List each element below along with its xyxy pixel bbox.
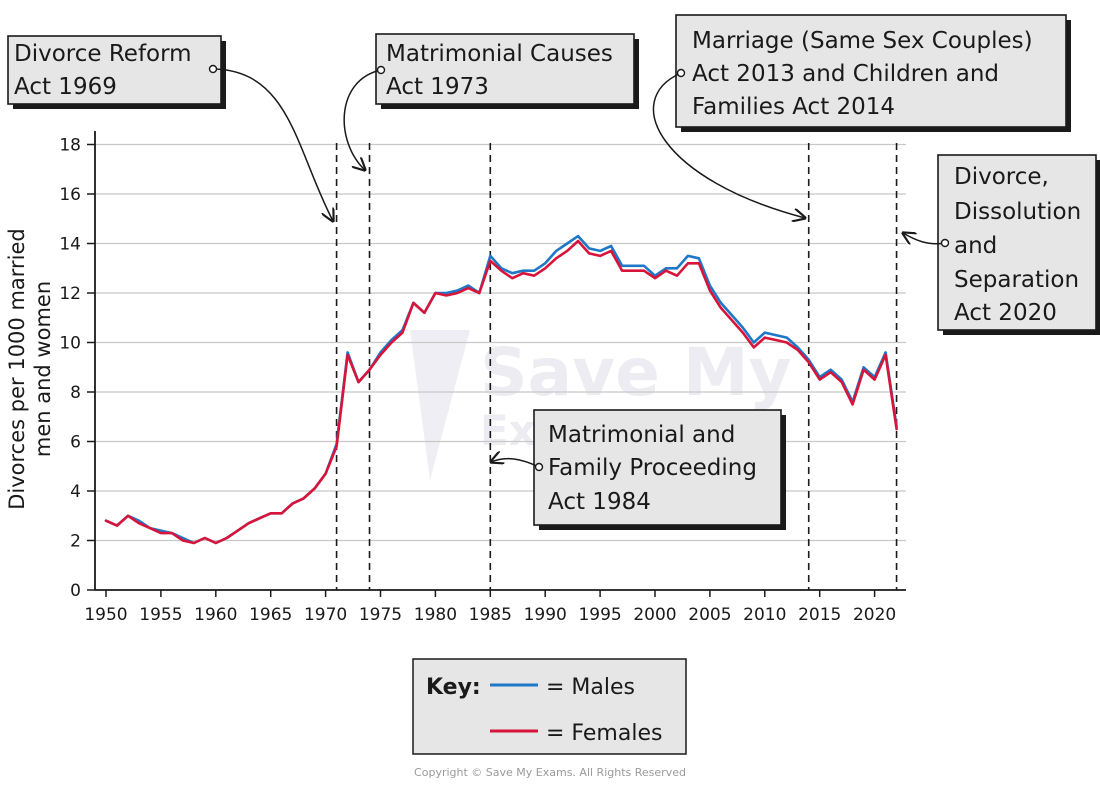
annotation-anchor-dot	[940, 238, 950, 248]
annotation-box	[7, 35, 222, 105]
annotation-text-line: Act 1984	[548, 489, 651, 515]
annotation-text-line: Families Act 2014	[692, 94, 895, 120]
event-markers	[335, 143, 898, 590]
axes	[94, 131, 906, 591]
data-series	[104, 234, 898, 545]
annotation-arrow	[491, 459, 540, 468]
annotation-text-line: Matrimonial Causes	[386, 41, 613, 67]
y-tick-label-2: 2	[70, 532, 81, 552]
copyright-notice: Copyright © Save My Exams. All Rights Re…	[414, 766, 686, 779]
x-tick-label-1975: 1975	[359, 605, 402, 625]
annotation-2014: Marriage (Same Sex Couples) Act 2013 and …	[652, 14, 1071, 218]
x-tick-labels: 1950 1955 1960 1965 1970 1975 1980 1985 1990 1995…	[84, 590, 896, 625]
annotation-box	[937, 154, 1097, 331]
annotation-text-line: Dissolution	[954, 199, 1081, 225]
x-tick-label-1985: 1985	[469, 605, 512, 625]
annotation-text-line: Act 2020	[954, 300, 1057, 326]
y-tick-label-10: 10	[59, 334, 81, 354]
x-tick-label-1950: 1950	[84, 605, 127, 625]
x-tick-label-2000: 2000	[633, 605, 676, 625]
y-tick-label-6: 6	[70, 433, 81, 453]
annotation-text-line: Act 2013 and Children and	[692, 61, 999, 87]
annotation-anchor-dot	[376, 65, 386, 75]
x-tick-label-2005: 2005	[688, 605, 731, 625]
annotation-arrow	[212, 68, 333, 221]
x-tick-label-2015: 2015	[798, 605, 841, 625]
y-axis-title-line-2: men and women	[31, 281, 55, 457]
annotations: Divorce Reform Act 1969 Matrimonial Causes…	[7, 14, 1100, 530]
annotation-anchor-dot	[534, 462, 544, 472]
legend-title: Key:	[426, 675, 481, 700]
y-tick-label-14: 14	[59, 235, 81, 255]
watermark-logo-mark	[410, 330, 470, 480]
annotation-anchor-dot	[676, 68, 686, 78]
x-tick-label-1980: 1980	[414, 605, 457, 625]
y-tick-label-12: 12	[59, 284, 81, 304]
x-tick-label-2020: 2020	[853, 605, 896, 625]
annotation-box	[375, 33, 635, 105]
annotation-text-line: Matrimonial and	[548, 422, 735, 448]
x-tick-label-1995: 1995	[578, 605, 621, 625]
annotation-text-line: and	[954, 233, 997, 259]
annotation-1985: Matrimonial and Family Proceeding Act 1984	[491, 409, 786, 530]
y-tick-label-8: 8	[70, 383, 81, 403]
annotation-text-line: Separation	[954, 267, 1079, 293]
annotation-box	[533, 409, 782, 526]
annotation-arrow	[343, 69, 382, 170]
watermark-line-1: Save My	[480, 334, 792, 411]
y-axis-title-line-1: Divorces per 1000 married	[5, 228, 29, 510]
y-tick-label-4: 4	[70, 482, 81, 502]
x-tick-label-1960: 1960	[194, 605, 237, 625]
legend-label-females: = Females	[546, 721, 662, 746]
annotation-arrow	[652, 72, 805, 218]
annotation-text-line: Family Proceeding	[548, 455, 757, 481]
series-line-females	[104, 239, 898, 545]
annotation-text-line: Divorce Reform	[14, 41, 192, 67]
annotation-text-line: Act 1973	[386, 74, 489, 100]
x-tick-label-1970: 1970	[304, 605, 347, 625]
annotation-box	[675, 14, 1067, 128]
legend-box	[412, 658, 687, 755]
x-tick-label-1990: 1990	[524, 605, 567, 625]
x-tick-label-2010: 2010	[743, 605, 786, 625]
legend-label-males: = Males	[546, 675, 635, 700]
y-tick-label-18: 18	[59, 136, 81, 156]
y-tick-label-16: 16	[59, 185, 81, 205]
y-tick-label-0: 0	[70, 581, 81, 601]
x-tick-label-1955: 1955	[139, 605, 182, 625]
x-tick-label-1965: 1965	[249, 605, 292, 625]
annotation-text-line: Act 1969	[14, 74, 117, 100]
annotation-text-line: Marriage (Same Sex Couples)	[692, 28, 1033, 54]
annotation-1974: Matrimonial Causes Act 1973	[343, 33, 639, 170]
annotation-text-line: Divorce,	[954, 164, 1049, 190]
y-tick-labels: 0 2 4 6 8 10 12 14 16 18	[59, 136, 95, 601]
annotation-1971: Divorce Reform Act 1969	[7, 35, 333, 221]
annotation-2022: Divorce, Dissolution and Separation Act 2020	[903, 154, 1100, 335]
annotation-anchor-dot	[208, 64, 218, 74]
legend: Key: = Males = Females	[412, 658, 687, 755]
